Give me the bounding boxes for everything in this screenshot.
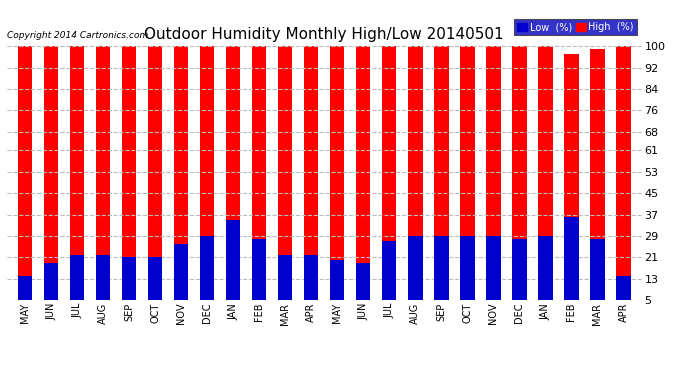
Bar — [96, 255, 110, 300]
Bar — [70, 255, 84, 300]
Bar — [564, 54, 579, 300]
Bar — [591, 49, 604, 300]
Title: Outdoor Humidity Monthly High/Low 20140501: Outdoor Humidity Monthly High/Low 201405… — [144, 27, 504, 42]
Bar — [486, 236, 500, 300]
Bar — [148, 257, 162, 300]
Bar — [252, 238, 266, 300]
Bar — [591, 238, 604, 300]
Bar — [434, 46, 448, 300]
Bar — [18, 276, 32, 300]
Bar — [512, 238, 526, 300]
Bar — [278, 255, 293, 300]
Bar — [330, 260, 344, 300]
Bar — [148, 46, 162, 300]
Bar — [44, 262, 58, 300]
Bar — [226, 220, 240, 300]
Bar — [486, 46, 500, 300]
Bar — [96, 46, 110, 300]
Bar — [200, 46, 215, 300]
Bar — [382, 46, 397, 300]
Bar — [70, 46, 84, 300]
Legend: Low  (%), High  (%): Low (%), High (%) — [514, 19, 637, 35]
Bar — [278, 46, 293, 300]
Bar — [174, 244, 188, 300]
Bar — [434, 236, 448, 300]
Bar — [18, 46, 32, 300]
Text: Copyright 2014 Cartronics.com: Copyright 2014 Cartronics.com — [7, 31, 148, 40]
Bar — [460, 46, 475, 300]
Bar — [564, 217, 579, 300]
Bar — [616, 46, 631, 300]
Bar — [356, 46, 371, 300]
Bar — [330, 46, 344, 300]
Bar — [122, 257, 137, 300]
Bar — [616, 276, 631, 300]
Bar — [408, 236, 422, 300]
Bar — [460, 236, 475, 300]
Bar — [200, 236, 215, 300]
Bar — [174, 46, 188, 300]
Bar — [304, 255, 319, 300]
Bar — [356, 262, 371, 300]
Bar — [44, 46, 58, 300]
Bar — [408, 46, 422, 300]
Bar — [226, 46, 240, 300]
Bar — [512, 46, 526, 300]
Bar — [382, 241, 397, 300]
Bar — [538, 46, 553, 300]
Bar — [304, 46, 319, 300]
Bar — [252, 46, 266, 300]
Bar — [122, 46, 137, 300]
Bar — [538, 236, 553, 300]
